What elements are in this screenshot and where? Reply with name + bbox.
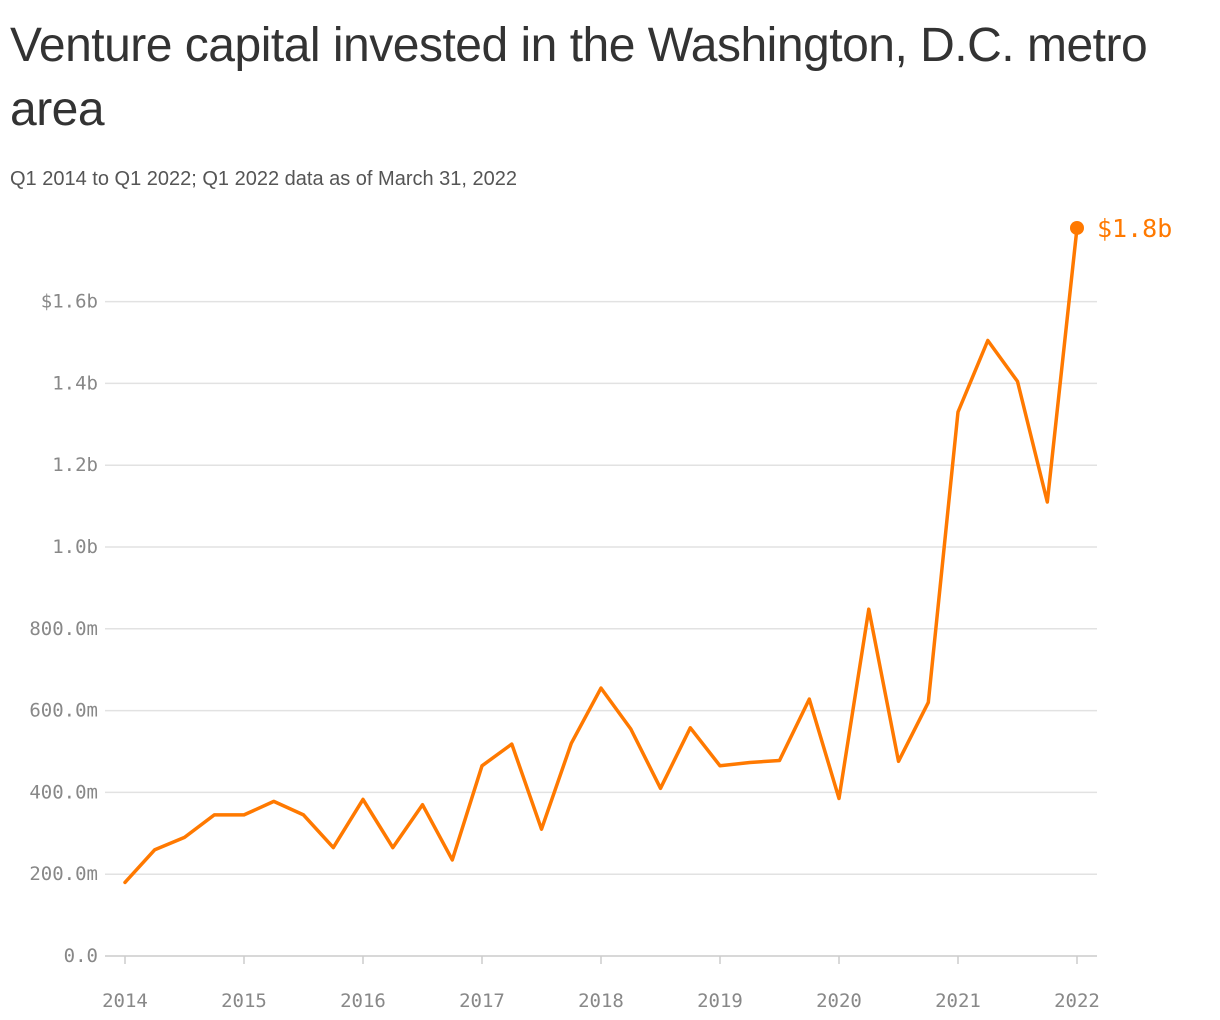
chart-subtitle: Q1 2014 to Q1 2022; Q1 2022 data as of M… [10, 168, 518, 190]
x-tick-label: 2019 [697, 990, 743, 1012]
y-tick-label: 400.0m [29, 781, 98, 803]
gridlines [105, 300, 1097, 957]
chart-title: Venture capital invested in the Washingt… [10, 19, 1148, 136]
y-tick-label: 800.0m [29, 618, 98, 640]
x-tick-label: 2021 [935, 990, 981, 1012]
end-point-marker [1070, 220, 1084, 235]
x-tick-label: 2022 [1054, 990, 1100, 1012]
y-tick-label: 1.4b [52, 372, 98, 394]
y-tick-label: 600.0m [29, 700, 98, 722]
y-tick-label: $1.6b [41, 291, 98, 313]
x-tick-label: 2016 [340, 990, 386, 1012]
x-tick-label: 2015 [221, 990, 267, 1012]
y-axis: 0.0 200.0m 400.0m 600.0m 800.0m 1.0b 1.2b 1.4b $… [29, 291, 98, 967]
y-tick-label: 1.2b [52, 454, 98, 476]
x-tick-label: 2020 [816, 990, 862, 1012]
x-axis: 2014 2015 2016 2017 2018 2019 2020 2021 2022 [102, 956, 1100, 1012]
series-line [123, 226, 1079, 885]
y-tick-label: 200.0m [29, 863, 98, 885]
x-tick-label: 2017 [459, 990, 505, 1012]
series: $1.8b [123, 214, 1172, 885]
end-value-label: $1.8b [1097, 214, 1172, 243]
x-tick-label: 2018 [578, 990, 624, 1012]
y-tick-label: 0.0 [64, 945, 98, 967]
x-tick-label: 2014 [102, 990, 148, 1012]
y-tick-label: 1.0b [52, 536, 98, 558]
